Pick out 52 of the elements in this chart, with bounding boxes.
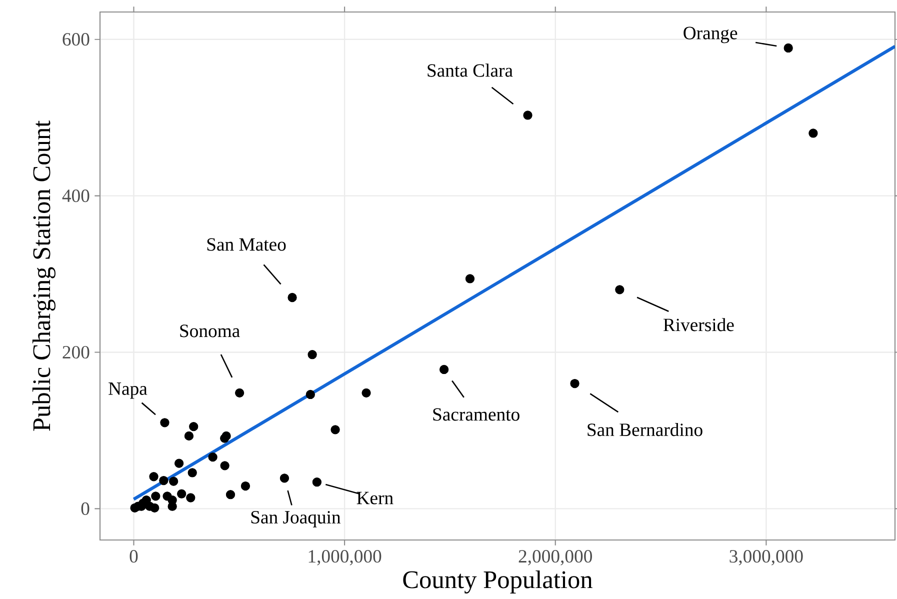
point: [330, 425, 340, 434]
y-axis-title: Public Charging Station Count: [32, 120, 56, 431]
annotation: San Bernardino: [588, 422, 702, 436]
point: [465, 274, 475, 284]
annotation: Napa: [108, 382, 148, 399]
y-tick-label: 400: [62, 190, 90, 202]
point: [177, 489, 186, 498]
point: [808, 128, 818, 138]
x-tick-label: 2,000,000: [518, 550, 592, 566]
point: [149, 472, 158, 482]
point: [189, 422, 198, 432]
annotation: Sonoma: [180, 324, 240, 338]
x-tick-label: 1,000,000: [308, 550, 382, 566]
annotation: San Joaquin: [251, 511, 341, 528]
point: [312, 478, 322, 487]
annotation: Sacramento: [433, 408, 520, 421]
point: [160, 418, 170, 428]
point: [234, 388, 244, 398]
x-tick-label: 3,000,000: [730, 550, 803, 566]
point: [306, 390, 315, 400]
point: [570, 378, 580, 388]
point: [174, 458, 184, 468]
point: [240, 481, 250, 491]
point: [208, 452, 218, 462]
y-tick-label: 600: [62, 33, 90, 46]
point: [308, 350, 317, 360]
point: [784, 43, 793, 53]
point: [159, 476, 168, 486]
point: [362, 388, 371, 398]
point: [186, 493, 196, 502]
point: [523, 110, 532, 120]
point: [184, 431, 194, 441]
x-axis-title: County Population: [403, 570, 592, 594]
point: [169, 476, 178, 486]
point: [150, 503, 160, 512]
point: [288, 292, 297, 302]
annotation: Riverside: [663, 318, 734, 332]
point: [220, 461, 230, 470]
point: [439, 364, 449, 374]
point: [220, 434, 230, 443]
point: [188, 468, 197, 478]
point: [615, 285, 624, 294]
y-tick-label: 200: [62, 346, 90, 359]
annotation: Orange: [684, 26, 738, 44]
annotation: San Mateo: [207, 238, 286, 251]
point: [226, 490, 236, 500]
x-tick-label: 0: [130, 550, 138, 563]
point: [151, 492, 160, 501]
point: [280, 474, 290, 483]
y-tick-label: 0: [81, 502, 90, 515]
annotation: Santa Clara: [428, 64, 513, 77]
annotation: Kern: [356, 492, 394, 504]
